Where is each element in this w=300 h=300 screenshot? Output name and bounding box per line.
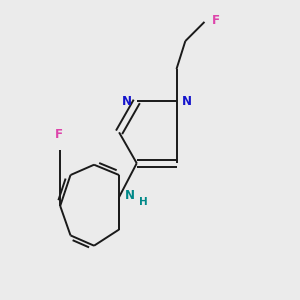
Text: F: F [55,128,63,141]
Text: N: N [124,189,134,202]
Text: N: N [182,95,192,108]
Text: F: F [212,14,220,27]
Text: H: H [139,197,148,207]
Text: N: N [122,95,131,108]
